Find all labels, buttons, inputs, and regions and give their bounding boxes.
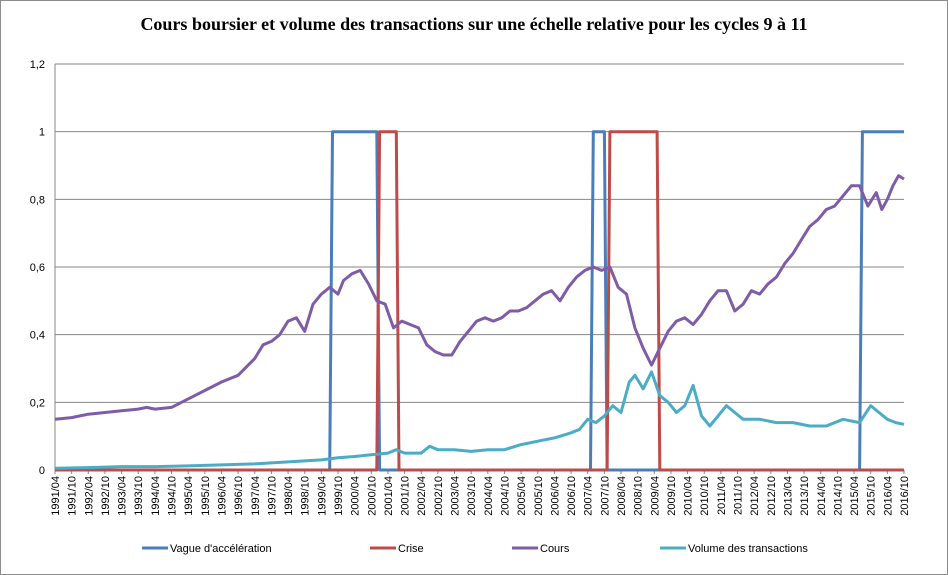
x-tick-label: 1996/04 <box>216 476 228 516</box>
x-tick-label: 2001/10 <box>400 476 412 516</box>
x-tick-label: 2011/04 <box>716 476 728 515</box>
x-tick-label: 2000/10 <box>366 476 378 516</box>
y-tick-label: 0,8 <box>30 194 45 206</box>
x-tick-label: 2012/04 <box>749 476 761 516</box>
y-tick-label: 0,4 <box>30 330 45 342</box>
x-tick-label: 2001/04 <box>383 476 395 516</box>
x-tick-label: 2005/10 <box>533 476 545 516</box>
x-tick-label: 1993/10 <box>133 476 145 516</box>
x-tick-label: 1998/10 <box>300 476 312 516</box>
x-tick-label: 2004/10 <box>499 476 511 516</box>
x-tick-label: 1998/04 <box>283 476 295 516</box>
x-tick-label: 2005/04 <box>516 476 528 516</box>
x-tick-label: 2007/04 <box>583 476 595 516</box>
x-tick-label: 2008/04 <box>616 476 628 516</box>
x-tick-label: 2010/10 <box>699 476 711 516</box>
legend-label-cours: Cours <box>540 543 570 555</box>
y-tick-label: 1 <box>39 127 45 139</box>
x-tick-label: 2002/10 <box>433 476 445 516</box>
x-tick-label: 1992/10 <box>100 476 112 516</box>
x-tick-label: 1995/04 <box>183 476 195 516</box>
x-tick-label: 2010/04 <box>683 476 695 516</box>
x-tick-label: 1992/04 <box>83 476 95 516</box>
x-tick-label: 2013/04 <box>782 476 794 516</box>
series-line-cours <box>54 174 905 421</box>
x-tick-label: 1995/10 <box>200 476 212 516</box>
y-tick-label: 1,2 <box>30 59 45 71</box>
x-tick-label: 2013/10 <box>799 476 811 516</box>
x-tick-label: 1997/04 <box>250 476 262 516</box>
x-tick-label: 2016/10 <box>899 476 911 516</box>
x-tick-label: 1999/04 <box>316 476 328 516</box>
x-tick-label: 2008/10 <box>633 476 645 516</box>
x-tick-label: 2003/04 <box>450 476 462 516</box>
x-tick-label: 2000/04 <box>350 476 362 516</box>
x-tick-label: 1994/10 <box>167 476 179 516</box>
x-tick-label: 2002/04 <box>416 476 428 516</box>
x-tick-label: 1991/04 <box>50 476 62 516</box>
x-tick-label: 2016/04 <box>882 476 894 516</box>
x-tick-label: 2015/04 <box>849 476 861 516</box>
x-tick-label: 2009/10 <box>666 476 678 516</box>
series-line-crise <box>55 130 904 472</box>
x-tick-label: 2006/10 <box>566 476 578 516</box>
x-tick-label: 2007/10 <box>599 476 611 516</box>
chart-title: Cours boursier et volume des transaction… <box>140 14 808 34</box>
x-tick-label: 1993/04 <box>117 476 129 516</box>
x-tick-label: 2006/04 <box>549 476 561 516</box>
legend-label-crise: Crise <box>398 543 424 555</box>
x-tick-label: 2015/10 <box>866 476 878 516</box>
x-tick-label: 1997/10 <box>266 476 278 516</box>
x-tick-label: 2012/10 <box>766 476 778 516</box>
x-tick-label: 1991/10 <box>67 476 79 516</box>
y-tick-label: 0 <box>39 465 45 477</box>
y-tick-label: 0,6 <box>30 262 45 274</box>
x-tick-label: 2009/04 <box>649 476 661 516</box>
x-tick-label: 1994/04 <box>150 476 162 516</box>
x-tick-label: 2004/04 <box>483 476 495 516</box>
legend-label-volume-des-transactions: Volume des transactions <box>688 543 808 555</box>
series-line-volume-des-transactions <box>54 370 905 470</box>
series-line-vague-d-acce-le-ration <box>55 130 904 472</box>
x-tick-label: 2014/04 <box>816 476 828 516</box>
x-tick-label: 1996/10 <box>233 476 245 516</box>
y-tick-label: 0,2 <box>30 397 45 409</box>
legend-label-vague-d-acce-le-ration: Vague d'accélération <box>170 543 272 555</box>
x-tick-label: 2014/10 <box>832 476 844 516</box>
x-tick-label: 2003/10 <box>466 476 478 516</box>
x-tick-label: 2011/10 <box>733 476 745 515</box>
x-tick-label: 1999/10 <box>333 476 345 516</box>
